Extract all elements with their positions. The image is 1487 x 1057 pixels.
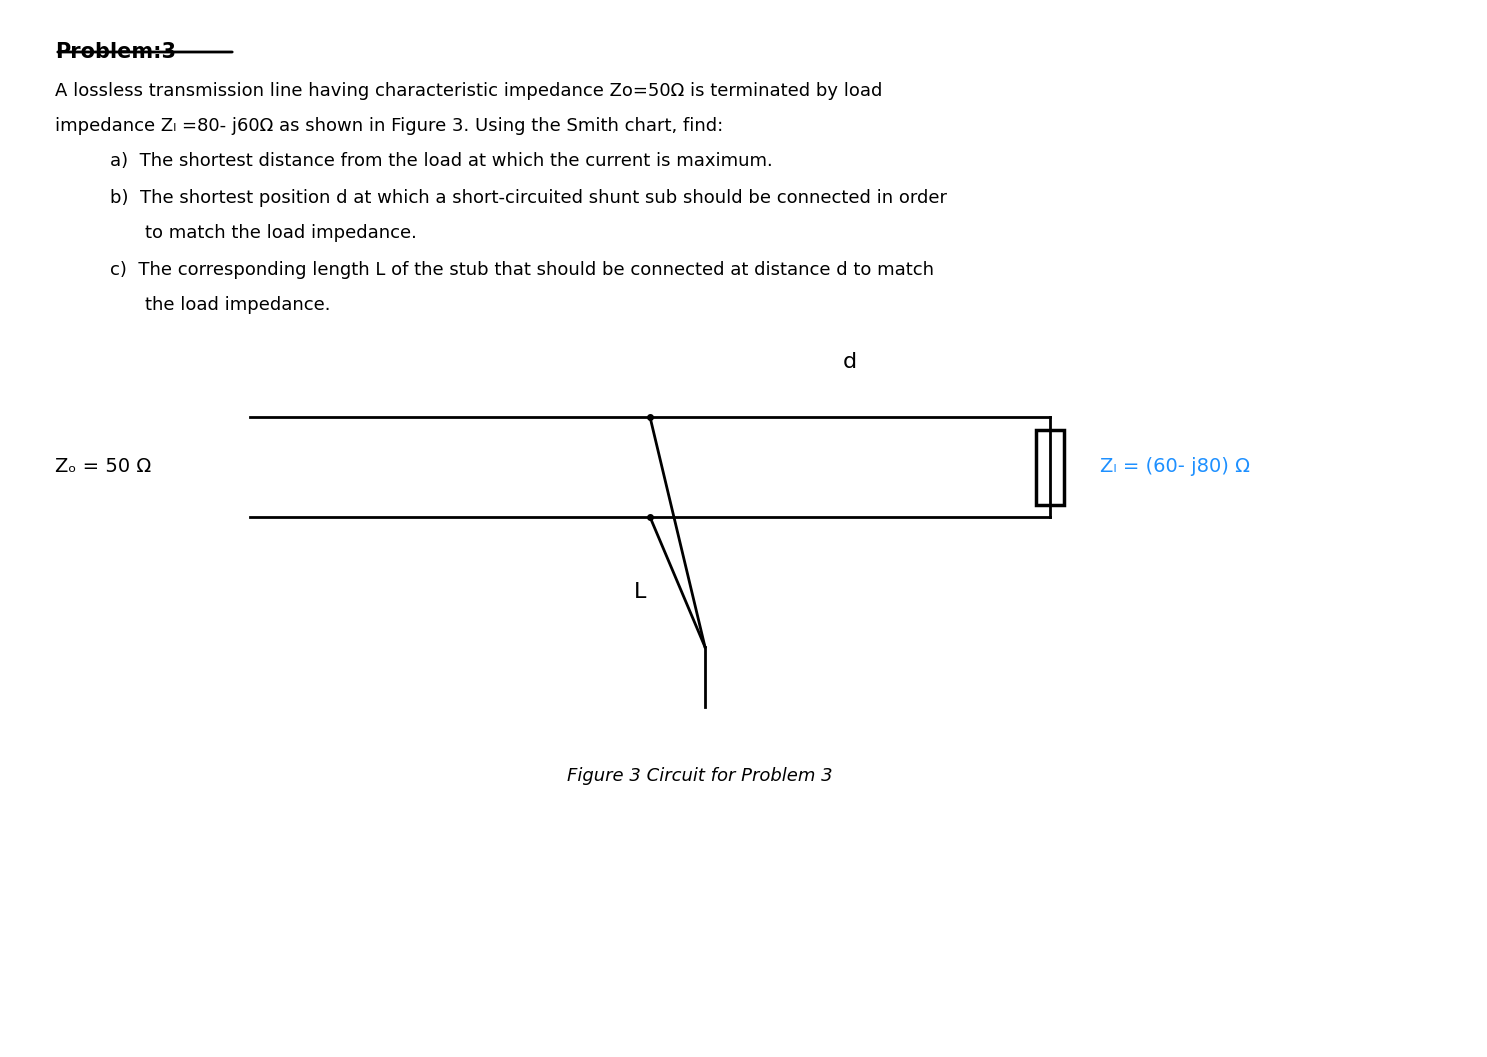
FancyBboxPatch shape [1036,429,1065,504]
Text: impedance Zₗ =80- j60Ω as shown in Figure 3. Using the Smith chart, find:: impedance Zₗ =80- j60Ω as shown in Figur… [55,117,723,135]
Text: Zₒ = 50 Ω: Zₒ = 50 Ω [55,458,152,477]
Text: A lossless transmission line having characteristic impedance Zo=50Ω is terminate: A lossless transmission line having char… [55,82,882,100]
Text: d: d [843,352,857,372]
Text: Zₗ = (60- j80) Ω: Zₗ = (60- j80) Ω [1100,458,1251,477]
Text: Figure 3 Circuit for Problem 3: Figure 3 Circuit for Problem 3 [567,767,833,785]
Text: c)  The corresponding length L of the stub that should be connected at distance : c) The corresponding length L of the stu… [110,261,934,279]
Text: b)  The shortest position d at which a short-circuited shunt sub should be conne: b) The shortest position d at which a sh… [110,189,947,207]
Text: Problem:3: Problem:3 [55,42,175,62]
Text: the load impedance.: the load impedance. [146,296,330,314]
Text: L: L [633,582,647,602]
Text: to match the load impedance.: to match the load impedance. [146,224,416,242]
Text: a)  The shortest distance from the load at which the current is maximum.: a) The shortest distance from the load a… [110,152,773,170]
